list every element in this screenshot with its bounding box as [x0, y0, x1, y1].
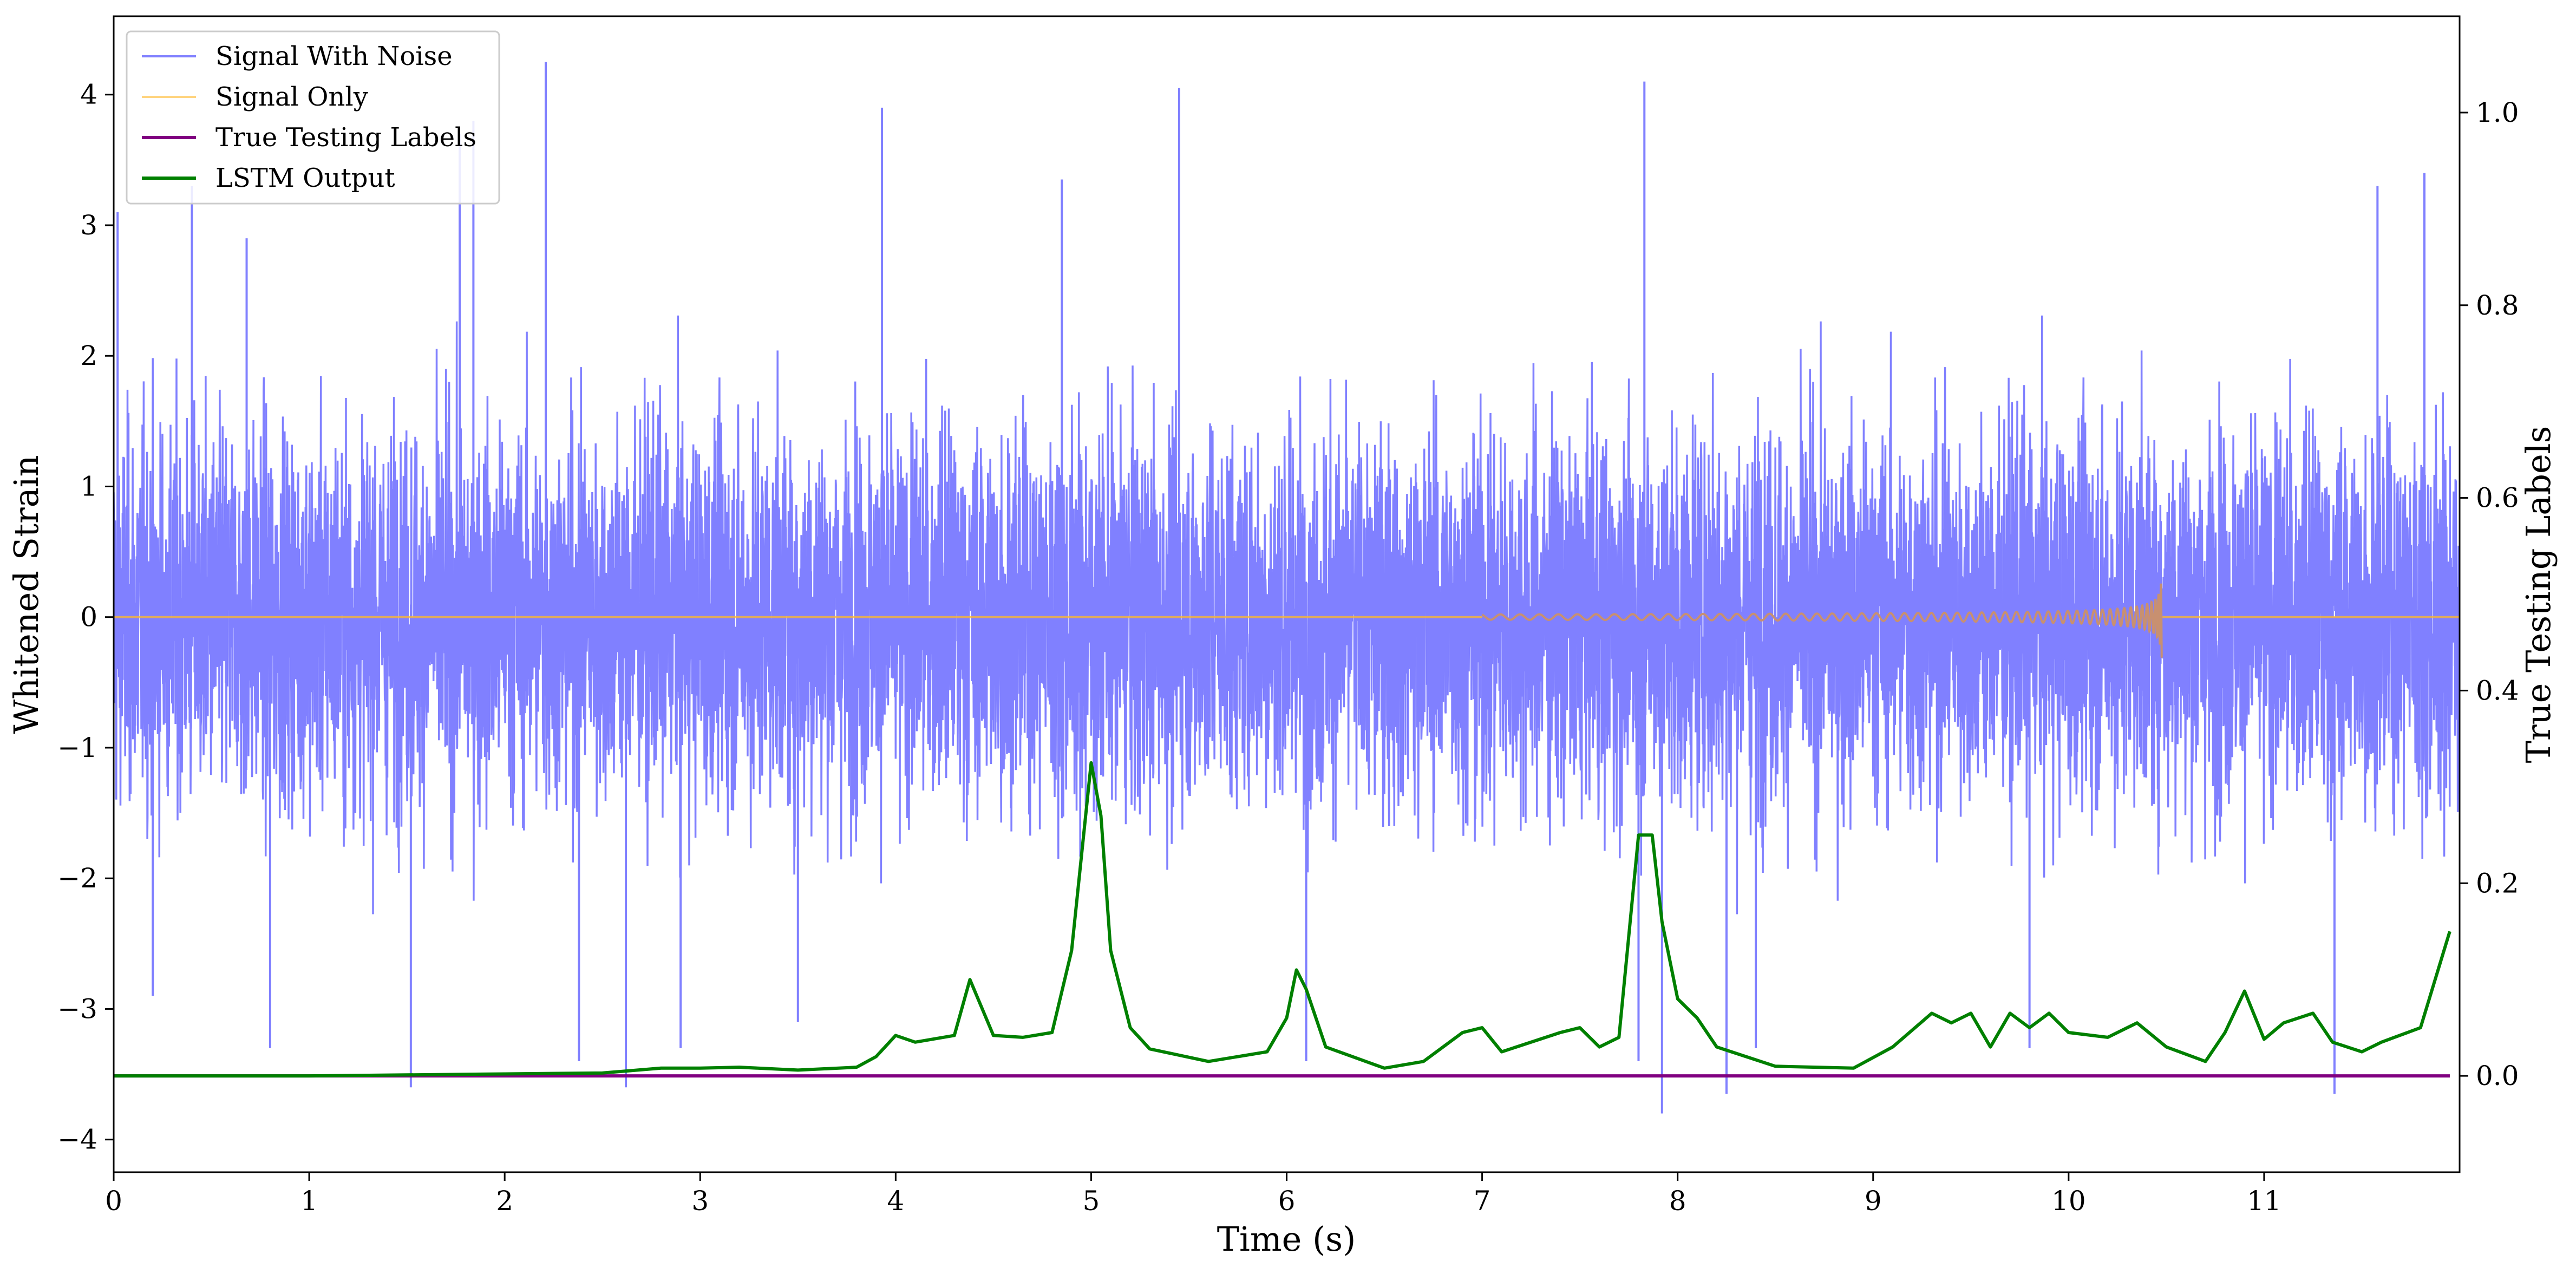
- x-tick-label: 9: [1865, 1185, 1882, 1217]
- lstm-output-line: [114, 761, 2451, 1078]
- y-tick-label: 4: [80, 79, 97, 110]
- legend: Signal With Noise Signal Only True Testing…: [126, 30, 500, 205]
- signal-only-chirp: [1481, 583, 2163, 658]
- x-tick-label: 2: [496, 1185, 513, 1217]
- lstm-output-series: [114, 761, 2451, 1078]
- y-tick-label: 2: [80, 340, 97, 371]
- y-tick-label: −2: [57, 863, 97, 894]
- signal-only-series: [114, 583, 2460, 658]
- x-tick-label: 1: [300, 1185, 318, 1217]
- y-axis-right-title: True Testing Labels: [2519, 426, 2558, 763]
- x-tick-label: 6: [1278, 1185, 1296, 1217]
- x-tick-label: 5: [1083, 1185, 1100, 1217]
- y-tick-label: 0: [80, 602, 97, 633]
- y-right-tick-label: 0.6: [2476, 482, 2519, 514]
- y-axis-title: Whitened Strain: [6, 455, 46, 734]
- y-tick-label: 1: [80, 471, 97, 502]
- y-tick-label: −1: [57, 732, 97, 763]
- legend-entry-signal-only-label: Signal Only: [215, 82, 368, 112]
- legend-box: [126, 30, 500, 205]
- x-axis: 0 1 2 3 4 5 6 7 8 9 10 11: [105, 1172, 2281, 1217]
- y-tick-label: −3: [57, 993, 97, 1024]
- legend-entry-lstm-output-label: LSTM Output: [215, 163, 395, 193]
- y-axis-right: 0.0 0.2 0.4 0.6 0.8 1.0: [2460, 97, 2519, 1092]
- x-tick-label: 4: [887, 1185, 904, 1217]
- y-right-tick-label: 1.0: [2476, 97, 2519, 128]
- y-tick-label: −4: [57, 1124, 97, 1155]
- y-right-tick-label: 0.8: [2476, 290, 2519, 321]
- x-tick-label: 8: [1669, 1185, 1686, 1217]
- x-axis-title: Time (s): [1217, 1219, 1356, 1259]
- x-tick-label: 10: [2051, 1185, 2086, 1217]
- x-tick-label: 11: [2247, 1185, 2281, 1217]
- y-tick-label: 3: [80, 210, 97, 241]
- y-right-tick-label: 0.2: [2476, 867, 2519, 899]
- y-right-tick-label: 0.0: [2476, 1060, 2519, 1092]
- x-tick-label: 0: [105, 1185, 122, 1217]
- x-tick-label: 3: [691, 1185, 709, 1217]
- plot-area: [114, 62, 2460, 1114]
- y-right-tick-label: 0.4: [2476, 675, 2519, 706]
- legend-entry-signal-with-noise-label: Signal With Noise: [215, 41, 453, 71]
- legend-entry-true-testing-labels-label: True Testing Labels: [215, 122, 476, 153]
- signal-with-noise-series: [114, 62, 2460, 1114]
- signal-with-noise-line: [114, 315, 2460, 914]
- y-axis-left: −4 −3 −2 −1 0 1 2 3 4: [57, 79, 114, 1155]
- x-tick-label: 7: [1474, 1185, 1491, 1217]
